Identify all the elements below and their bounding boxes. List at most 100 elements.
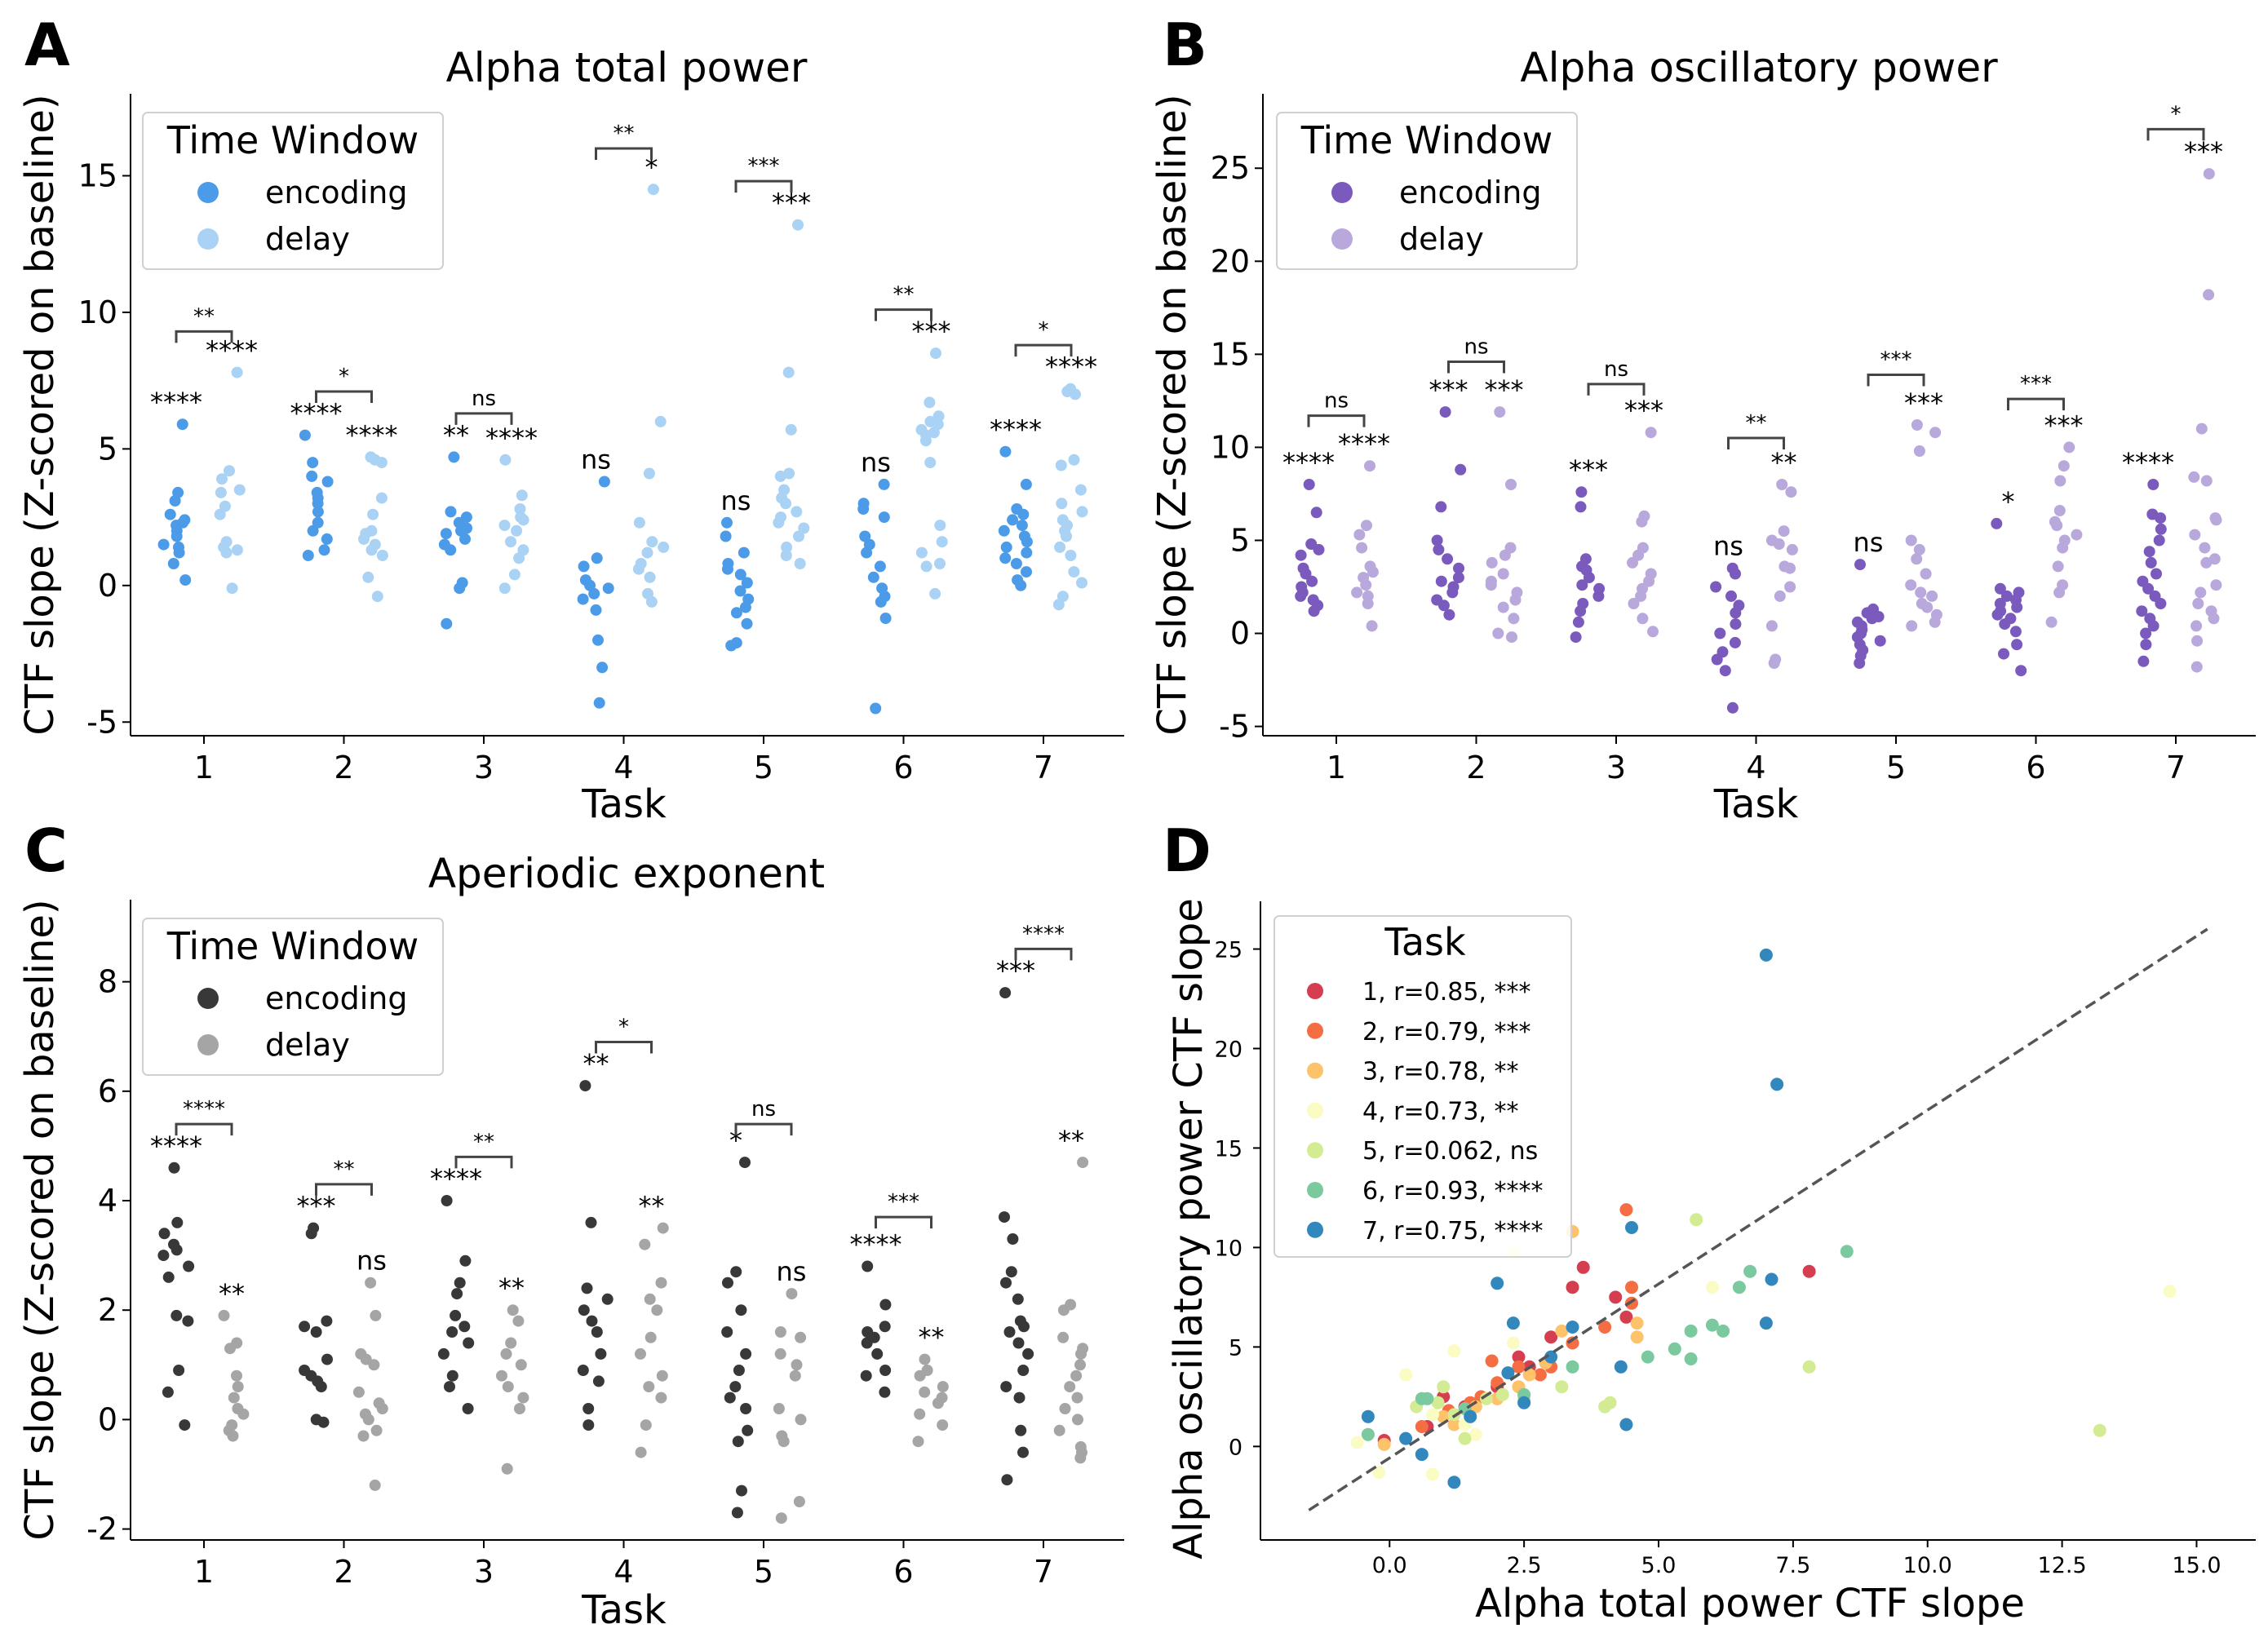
data-point-encoding: [879, 613, 892, 624]
data-point-delay: [1506, 631, 1517, 644]
data-point-delay: [914, 1408, 926, 1420]
data-point-delay: [656, 1369, 668, 1382]
data-point-encoding: [874, 560, 886, 573]
data-point-encoding: [1000, 541, 1012, 553]
data-point-encoding: [585, 1216, 597, 1228]
significance-bracket: [875, 308, 932, 321]
x-tick-label: 12.5: [2038, 1553, 2087, 1578]
data-point-encoding: [1295, 549, 1307, 561]
x-tick-label: 0.0: [1372, 1553, 1407, 1578]
data-point-delay: [2208, 613, 2220, 625]
data-point-delay: [919, 1386, 931, 1398]
data-point-encoding: [312, 506, 324, 518]
significance-bracket: [875, 1215, 932, 1229]
data-point-encoding: [1306, 575, 1318, 587]
significance-bracket: [2007, 397, 2065, 411]
data-point-encoding: [1435, 501, 1447, 513]
significance-bracket: [734, 179, 793, 193]
data-point-delay: [214, 508, 226, 520]
data-point-encoding: [157, 1250, 170, 1262]
data-point-delay: [2190, 620, 2203, 632]
data-point-delay: [369, 1479, 381, 1491]
significance-encoding: ***: [1429, 374, 1468, 405]
data-point-task-4: [1447, 1344, 1461, 1358]
bracket-label: **: [893, 283, 915, 308]
data-point-delay: [1786, 543, 1798, 555]
significance-encoding: ns: [1854, 527, 1884, 558]
data-point-encoding: [861, 1337, 873, 1349]
data-point-task-3: [1630, 1330, 1644, 1344]
data-point-delay: [1776, 479, 1788, 490]
reference-line: [1308, 927, 2208, 1511]
data-point-delay: [511, 524, 523, 537]
data-point-task-7: [1447, 1476, 1461, 1489]
data-point-encoding: [733, 1365, 745, 1376]
data-point-delay: [1071, 1392, 1083, 1404]
data-point-task-3: [1555, 1324, 1569, 1338]
data-point-delay: [912, 1436, 924, 1448]
data-point-encoding: [1572, 616, 1584, 628]
data-point-encoding: [579, 1080, 591, 1092]
data-point-encoding: [725, 639, 738, 652]
bracket-label: ***: [748, 154, 780, 179]
significance-delay: **: [219, 1278, 245, 1309]
data-point-encoding: [1998, 648, 2009, 660]
data-point-encoding: [1010, 558, 1022, 569]
data-point-encoding: [171, 530, 183, 542]
data-point-task-6: [1684, 1352, 1698, 1365]
data-point-delay: [232, 1381, 244, 1393]
data-point-delay: [231, 544, 243, 556]
data-point-delay: [643, 1381, 655, 1393]
data-point-delay: [1785, 486, 1797, 498]
legend-marker-encoding: [197, 988, 219, 1009]
legend-marker-task-1: [1307, 983, 1323, 999]
data-point-delay: [635, 1446, 647, 1458]
data-point-task-6: [1668, 1342, 1681, 1356]
data-point-delay: [795, 1331, 807, 1343]
significance-bracket: [1587, 383, 1646, 396]
data-point-encoding: [1854, 657, 1866, 669]
data-point-encoding: [451, 1288, 463, 1300]
panel-c: C Aperiodic exponent -2 0 2 4 6 8 1 2 3 4 5 6 7 Task CTF…: [17, 816, 1124, 1633]
data-point-delay: [500, 1347, 512, 1360]
data-point-delay: [1064, 1381, 1076, 1393]
bracket-label: **: [1746, 411, 1767, 436]
data-point-delay: [644, 1293, 656, 1305]
data-point-encoding: [2140, 639, 2152, 651]
legend-label: 4, r=0.73, **: [1362, 1097, 1519, 1126]
data-point-delay: [370, 1424, 383, 1436]
data-point-delay: [512, 1315, 525, 1327]
data-point-encoding: [1012, 1293, 1024, 1305]
data-point-encoding: [1437, 600, 1450, 612]
data-point-encoding: [454, 582, 466, 595]
x-tick-label: 1: [194, 750, 214, 785]
data-point-task-7: [1765, 1272, 1779, 1286]
significance-encoding: ****: [430, 1163, 482, 1194]
data-point-encoding: [722, 1277, 733, 1289]
significance-bracket: [1307, 414, 1366, 427]
data-point-delay: [786, 1288, 798, 1300]
legend-marker-task-3: [1307, 1062, 1323, 1079]
data-point-encoding: [592, 1375, 605, 1387]
data-point-encoding: [1007, 1233, 1019, 1245]
data-point-task-5: [1431, 1396, 1445, 1409]
data-point-delay: [505, 536, 516, 548]
data-point-delay: [233, 484, 246, 496]
data-point-encoding: [459, 533, 471, 545]
data-point-task-1: [1512, 1350, 1526, 1364]
data-point-delay: [1497, 568, 1509, 580]
data-point-encoding: [445, 544, 457, 556]
data-point-delay: [774, 1326, 786, 1338]
data-point-delay: [1055, 459, 1067, 471]
data-point-encoding: [446, 1369, 458, 1382]
x-axis-label: Alpha total power CTF slope: [1475, 1581, 2025, 1626]
data-point-delay: [219, 500, 231, 512]
data-point-encoding: [738, 546, 750, 559]
bracket-label: ***: [1880, 347, 1912, 372]
data-point-encoding: [742, 1424, 754, 1436]
data-point-encoding: [1994, 582, 2006, 595]
data-point-delay: [505, 1337, 517, 1349]
data-point-delay: [932, 410, 945, 423]
data-point-encoding: [1729, 636, 1741, 648]
